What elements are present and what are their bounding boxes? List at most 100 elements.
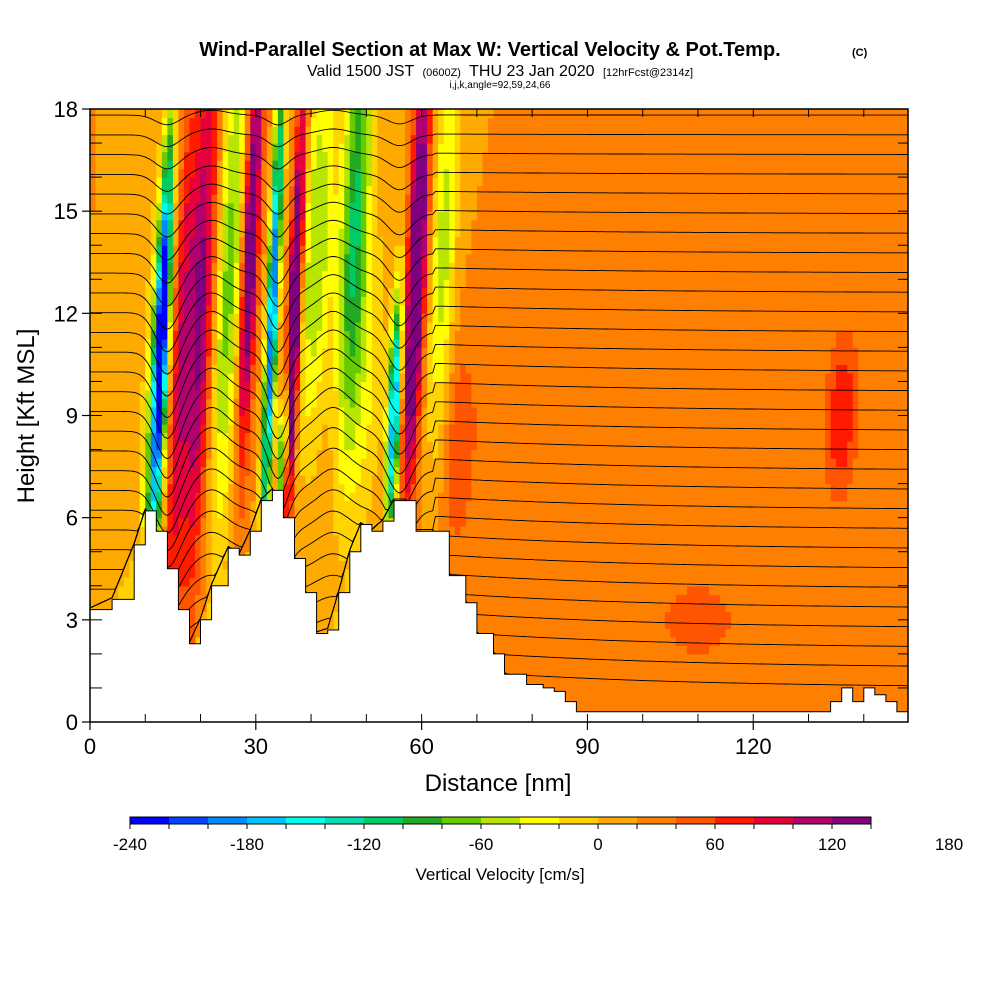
velocity-cell: [250, 415, 257, 425]
velocity-cell: [465, 134, 472, 144]
velocity-cell: [167, 194, 174, 204]
velocity-cell: [156, 509, 163, 519]
velocity-cell: [161, 287, 168, 297]
velocity-cell: [244, 126, 251, 136]
velocity-cell: [228, 185, 235, 195]
velocity-cell: [543, 321, 550, 331]
velocity-cell: [217, 287, 224, 297]
velocity-cell: [206, 160, 213, 170]
velocity-cell: [504, 475, 511, 485]
velocity-cell: [388, 500, 395, 510]
velocity-cell: [156, 236, 163, 246]
velocity-cell: [427, 168, 434, 178]
velocity-cell: [410, 109, 417, 119]
velocity-cell: [405, 287, 412, 297]
velocity-cell: [90, 236, 97, 246]
velocity-cell: [183, 219, 191, 229]
velocity-cell: [443, 177, 450, 187]
velocity-cell: [421, 219, 428, 229]
velocity-cell: [504, 117, 511, 127]
velocity-cell: [183, 415, 191, 425]
velocity-cell: [211, 117, 218, 127]
velocity-cell: [333, 602, 340, 612]
velocity-cell: [554, 364, 561, 374]
velocity-cell: [250, 168, 257, 178]
velocity-cell: [211, 313, 218, 323]
velocity-cell: [217, 381, 224, 391]
velocity-cell: [244, 543, 251, 553]
velocity-cell: [327, 432, 334, 442]
velocity-cell: [443, 202, 450, 212]
velocity-cell: [288, 466, 296, 476]
velocity-cell: [548, 568, 555, 578]
velocity-cell: [106, 492, 113, 502]
velocity-cell: [487, 560, 495, 570]
velocity-cell: [493, 543, 500, 553]
velocity-cell: [504, 330, 511, 340]
velocity-cell: [344, 211, 351, 221]
velocity-cell: [416, 134, 423, 144]
velocity-cell: [421, 364, 428, 374]
velocity-cell: [112, 483, 119, 493]
velocity-cell: [311, 330, 318, 340]
velocity-cell: [161, 245, 168, 255]
velocity-cell: [493, 194, 500, 204]
velocity-cell: [526, 253, 533, 263]
velocity-cell: [322, 338, 329, 348]
velocity-cell: [443, 194, 450, 204]
velocity-cell: [90, 602, 97, 612]
velocity-cell: [200, 151, 207, 161]
velocity-cell: [333, 236, 340, 246]
velocity-cell: [277, 372, 285, 383]
velocity-cell: [90, 492, 97, 502]
velocity-cell: [476, 500, 484, 510]
velocity-cell: [195, 109, 202, 119]
velocity-cell: [90, 432, 97, 442]
velocity-cell: [195, 143, 202, 153]
velocity-cell: [277, 347, 285, 357]
velocity-cell: [344, 415, 351, 425]
velocity-cell: [532, 389, 539, 400]
velocity-cell: [405, 168, 412, 178]
velocity-cell: [510, 117, 517, 127]
velocity-cell: [195, 568, 202, 578]
velocity-cell: [322, 611, 329, 621]
velocity-cell: [211, 500, 218, 510]
velocity-cell: [244, 330, 251, 340]
velocity-cell: [432, 355, 439, 366]
velocity-cell: [482, 202, 489, 212]
velocity-cell: [416, 381, 423, 391]
velocity-cell: [338, 338, 345, 348]
velocity-cell: [438, 109, 445, 119]
velocity-cell: [305, 526, 312, 536]
velocity-cell: [482, 296, 489, 306]
velocity-cell: [537, 151, 544, 161]
velocity-cell: [521, 185, 528, 195]
velocity-cell: [244, 492, 251, 502]
velocity-cell: [316, 432, 323, 442]
velocity-cell: [222, 551, 229, 561]
velocity-cell: [476, 611, 484, 621]
velocity-cell: [432, 526, 439, 536]
velocity-cell: [554, 602, 561, 612]
velocity-cell: [377, 202, 384, 212]
velocity-cell: [239, 466, 246, 476]
velocity-cell: [156, 466, 163, 476]
velocity-cell: [427, 287, 434, 297]
velocity-cell: [405, 338, 412, 348]
velocity-cell: [123, 304, 130, 314]
velocity-cell: [316, 372, 323, 383]
velocity-cell: [416, 117, 423, 127]
velocity-cell: [316, 296, 323, 306]
velocity-cell: [150, 296, 157, 306]
velocity-cell: [90, 458, 97, 468]
velocity-cell: [228, 202, 235, 212]
velocity-cell: [134, 126, 141, 136]
velocity-cell: [266, 296, 273, 306]
velocity-cell: [112, 475, 119, 485]
velocity-cell: [460, 492, 467, 502]
velocity-cell: [322, 364, 329, 374]
velocity-cell: [504, 347, 511, 357]
velocity-cell: [427, 372, 434, 383]
velocity-cell: [228, 253, 235, 263]
